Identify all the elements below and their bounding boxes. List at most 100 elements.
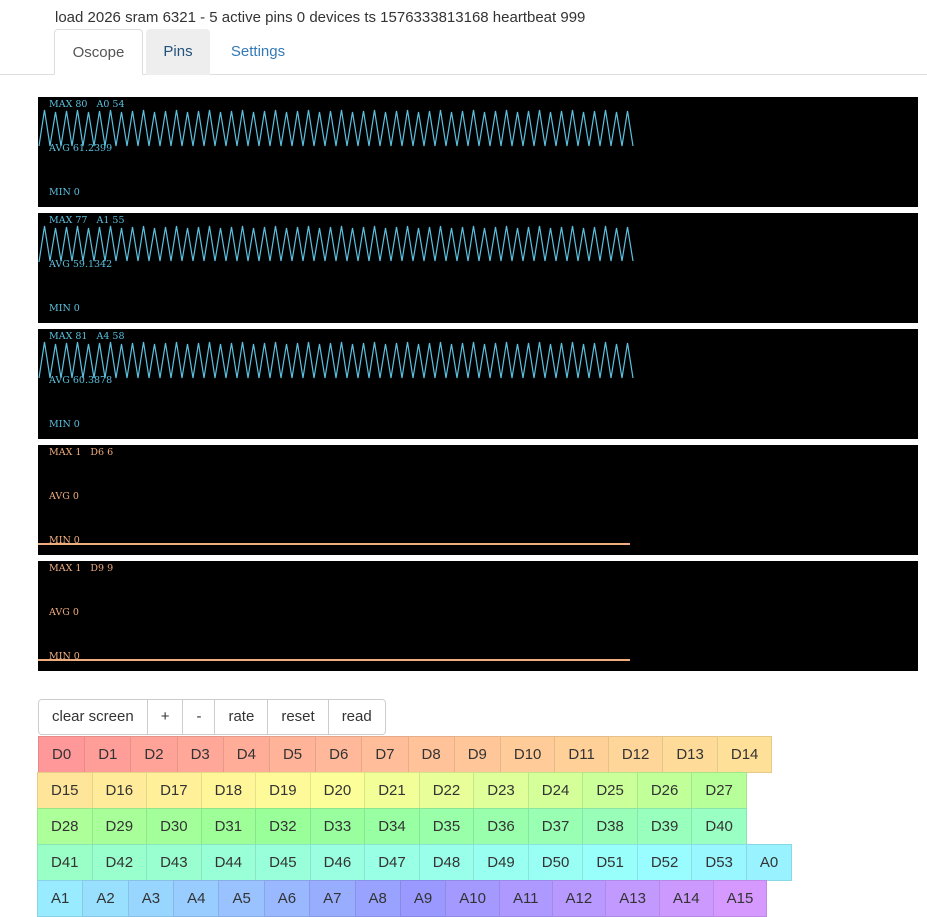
pin-button-d26[interactable]: D26 [636,772,693,809]
scope-max-value: MAX 1 [49,447,82,458]
pin-button-d53[interactable]: D53 [691,844,747,881]
pin-button-d45[interactable]: D45 [255,844,311,881]
scope-avg-label: AVG 60.3878 [49,375,113,386]
pin-button-d40[interactable]: D40 [691,808,747,845]
rate-button[interactable]: rate [215,700,269,734]
pin-button-a13[interactable]: A13 [605,880,660,917]
pin-button-d35[interactable]: D35 [418,808,475,845]
zoom-in-button[interactable]: + [147,700,184,734]
scope-pin-value: D6 6 [90,447,114,458]
reset-button[interactable]: reset [268,700,329,734]
read-button[interactable]: read [328,700,385,734]
pin-button-d37[interactable]: D37 [527,808,584,845]
pin-button-d32[interactable]: D32 [255,808,311,845]
pin-button-d19[interactable]: D19 [255,772,311,809]
pin-button-d49[interactable]: D49 [473,844,529,881]
pin-button-d51[interactable]: D51 [582,844,638,881]
scope-avg-label: AVG 0 [49,491,79,502]
pin-button-d6[interactable]: D6 [315,736,363,773]
pin-button-a0[interactable]: A0 [745,844,793,881]
clear-screen-button[interactable]: clear screen [39,700,148,734]
pin-button-d17[interactable]: D17 [146,772,202,809]
pin-button-d34[interactable]: D34 [364,808,420,845]
pin-button-d22[interactable]: D22 [418,772,475,809]
scope-waveform [38,225,634,263]
tab-settings[interactable]: Settings [230,43,286,60]
pin-button-d5[interactable]: D5 [268,736,317,773]
pin-button-a11[interactable]: A11 [498,880,553,917]
pin-button-a2[interactable]: A2 [82,880,129,917]
pin-button-a9[interactable]: A9 [399,880,447,917]
pin-button-d9[interactable]: D9 [453,736,501,773]
pin-button-d7[interactable]: D7 [361,736,409,773]
tab-oscope[interactable]: Oscope [54,29,143,75]
zoom-out-button[interactable]: - [183,700,216,734]
pin-button-d38[interactable]: D38 [582,808,638,845]
pin-button-d2[interactable]: D2 [130,736,178,773]
pin-button-d42[interactable]: D42 [91,844,148,881]
pin-button-d1[interactable]: D1 [84,736,132,773]
pin-button-a12[interactable]: A12 [551,880,607,917]
pin-button-d18[interactable]: D18 [200,772,257,809]
waveform-path [38,225,634,263]
pin-button-d11[interactable]: D11 [554,736,609,773]
scope-pin-value: A4 58 [96,331,125,342]
pin-button-d28[interactable]: D28 [37,808,93,845]
pin-button-d27[interactable]: D27 [691,772,747,809]
pin-button-a6[interactable]: A6 [263,880,311,917]
pin-button-d36[interactable]: D36 [473,808,529,845]
pin-button-d24[interactable]: D24 [527,772,584,809]
pin-button-d21[interactable]: D21 [364,772,420,809]
pin-button-d48[interactable]: D48 [418,844,475,881]
pin-button-d14[interactable]: D14 [716,736,773,773]
pin-button-d47[interactable]: D47 [364,844,420,881]
pin-button-d20[interactable]: D20 [309,772,366,809]
pin-button-d8[interactable]: D8 [407,736,455,773]
pin-button-a14[interactable]: A14 [658,880,714,917]
pin-button-d23[interactable]: D23 [473,772,529,809]
pin-button-d46[interactable]: D46 [309,844,366,881]
scope-trace: MAX 1 D6 6 AVG 0 MIN 0 [38,445,918,555]
pin-button-d13[interactable]: D13 [662,736,718,773]
scope-waveform [38,659,630,661]
scope-max-label: MAX 81 A4 58 [49,331,124,342]
pin-button-d52[interactable]: D52 [636,844,693,881]
pin-button-d31[interactable]: D31 [200,808,257,845]
pin-button-a5[interactable]: A5 [218,880,265,917]
scope-min-label: MIN 0 [49,535,80,546]
pin-button-d10[interactable]: D10 [499,736,556,773]
pin-button-d50[interactable]: D50 [527,844,584,881]
pin-button-d43[interactable]: D43 [146,844,202,881]
pin-button-d25[interactable]: D25 [582,772,638,809]
pin-row: D0 D1 D2 D3 D4 D5 D6 D7 D8 D9 D10 D11 D12 D13 D14 [38,736,773,773]
pin-button-d29[interactable]: D29 [91,808,148,845]
pin-button-a1[interactable]: A1 [37,880,84,917]
tab-pins[interactable]: Pins [146,29,210,75]
scope-max-label: MAX 77 A1 55 [49,215,124,226]
pin-button-d44[interactable]: D44 [200,844,257,881]
pin-button-a7[interactable]: A7 [309,880,356,917]
pin-button-d16[interactable]: D16 [91,772,148,809]
scope-waveform [38,109,634,147]
pin-button-d15[interactable]: D15 [37,772,93,809]
pin-button-d33[interactable]: D33 [309,808,366,845]
pin-button-d41[interactable]: D41 [37,844,93,881]
pin-button-d12[interactable]: D12 [607,736,664,773]
pin-button-d30[interactable]: D30 [146,808,202,845]
tab-bar: Oscope Pins Settings [0,29,927,75]
pin-button-d3[interactable]: D3 [176,736,224,773]
pin-button-d39[interactable]: D39 [636,808,693,845]
waveform-path [38,341,634,379]
status-line: load 2026 sram 6321 - 5 active pins 0 de… [55,9,586,26]
pin-button-a15[interactable]: A15 [712,880,768,917]
pin-button-d0[interactable]: D0 [38,736,86,773]
pin-button-a10[interactable]: A10 [445,880,500,917]
pin-button-a3[interactable]: A3 [127,880,175,917]
pin-button-a4[interactable]: A4 [173,880,220,917]
waveform-path [38,109,634,147]
pin-button-a8[interactable]: A8 [354,880,401,917]
scope-min-label: MIN 0 [49,303,80,314]
scope-max-value: MAX 81 [49,331,88,342]
pin-button-d4[interactable]: D4 [222,736,270,773]
scope-avg-label: AVG 61.2399 [49,143,113,154]
